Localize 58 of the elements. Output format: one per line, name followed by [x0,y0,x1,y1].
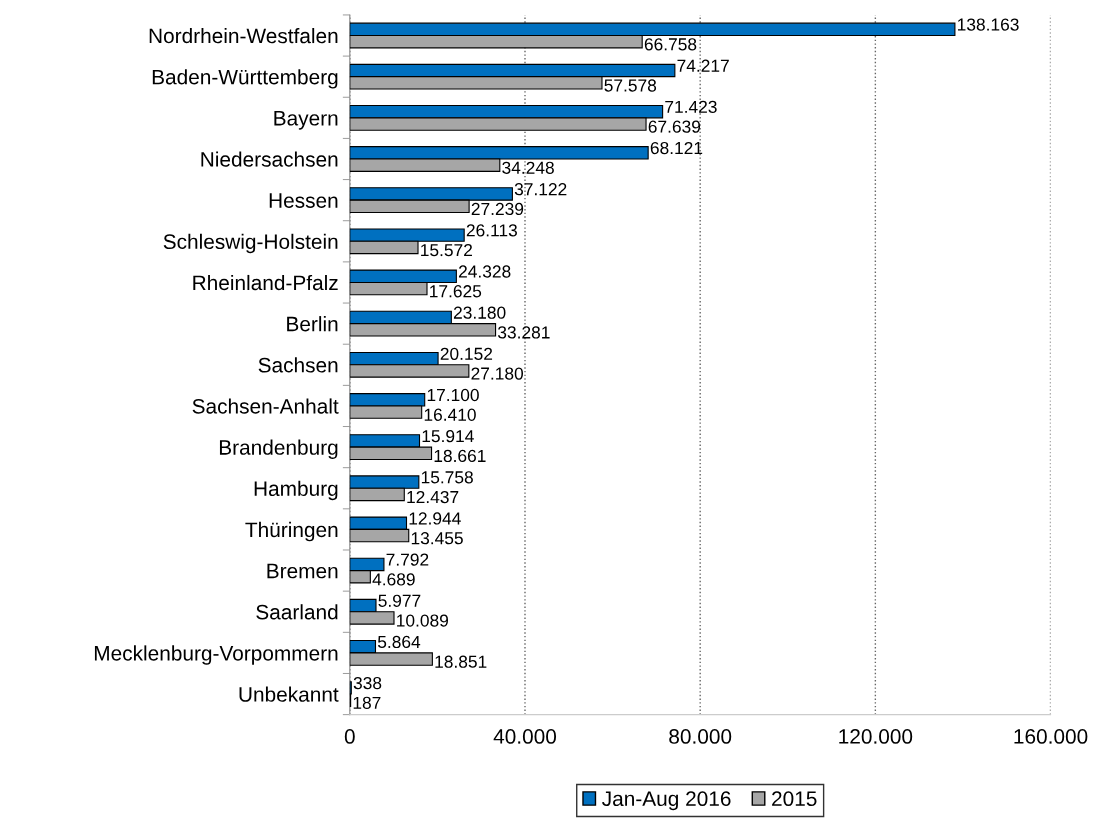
data-label: 10.089 [397,614,449,627]
y-tick-label: Sachsen [258,357,338,373]
x-tick-label: 120.000 [839,729,913,744]
x-tick-label: 0 [344,729,355,744]
data-label: 74.217 [677,59,729,72]
y-tick-label: Rheinland-Pfalz [193,274,338,291]
y-tick-label: Niedersachsen [201,151,338,167]
data-label: 20.152 [440,347,493,360]
y-tick-label: Mecklenburg-Vorpommern [94,645,338,665]
y-tick-label: Sachsen-Anhalt [192,398,339,414]
data-label: 17.625 [430,285,482,298]
data-label: 15.914 [422,430,474,443]
data-label: 5.977 [378,594,421,607]
data-label: 23.180 [453,306,506,319]
data-label: 37.122 [514,183,567,196]
data-label: 18.851 [435,655,487,668]
y-tick-label: Brandenburg [219,439,338,459]
data-label: 57.578 [604,79,657,92]
data-label: 16.410 [424,408,476,421]
data-label: 17.100 [427,388,479,402]
y-tick-label: Hessen [269,193,338,208]
x-tick-label: 80.000 [669,729,732,744]
y-tick-label: Bayern [274,111,338,130]
y-tick-label: Bremen [267,563,338,579]
data-label: 7.792 [386,553,429,566]
data-label: 24.328 [458,265,511,278]
data-label: 67.639 [648,120,701,133]
data-label: 27.239 [471,202,524,216]
y-tick-label: Saarland [256,604,338,620]
y-tick-label: Schleswig-Holstein [163,233,338,254]
data-label: 68.121 [650,141,703,155]
legend-label: Jan-Aug 2016 [602,791,731,811]
y-tick-label: Nordrhein-Westfalen [149,27,338,44]
data-label: 138.163 [957,18,1019,31]
data-label: 26.113 [466,224,517,237]
y-tick-label: Thüringen [245,521,338,542]
data-label: 338 [353,676,382,690]
y-tick-label: Unbekannt [239,686,339,702]
legend-label: 2015 [772,791,817,807]
x-tick-label: 40.000 [493,729,557,744]
y-tick-label: Berlin [287,316,338,332]
data-label: 12.944 [409,512,461,525]
data-label: 34.248 [502,161,554,174]
y-tick-label: Hamburg [254,480,338,501]
data-label: 15.572 [421,243,472,257]
data-label: 13.455 [411,532,463,545]
data-label: 18.661 [434,449,486,463]
data-label: 33.281 [497,326,550,339]
data-label: 12.437 [407,490,459,504]
data-label: 27.180 [471,367,524,380]
data-label: 71.423 [665,100,717,114]
data-label: 4.689 [372,573,415,586]
data-label: 15.758 [421,471,473,484]
data-label: 5.864 [377,635,421,649]
data-label: 66.758 [644,38,697,51]
data-label: 187 [353,696,381,709]
x-tick-label: 160.000 [1014,729,1088,744]
y-tick-label: Baden-Württemberg [152,69,338,89]
